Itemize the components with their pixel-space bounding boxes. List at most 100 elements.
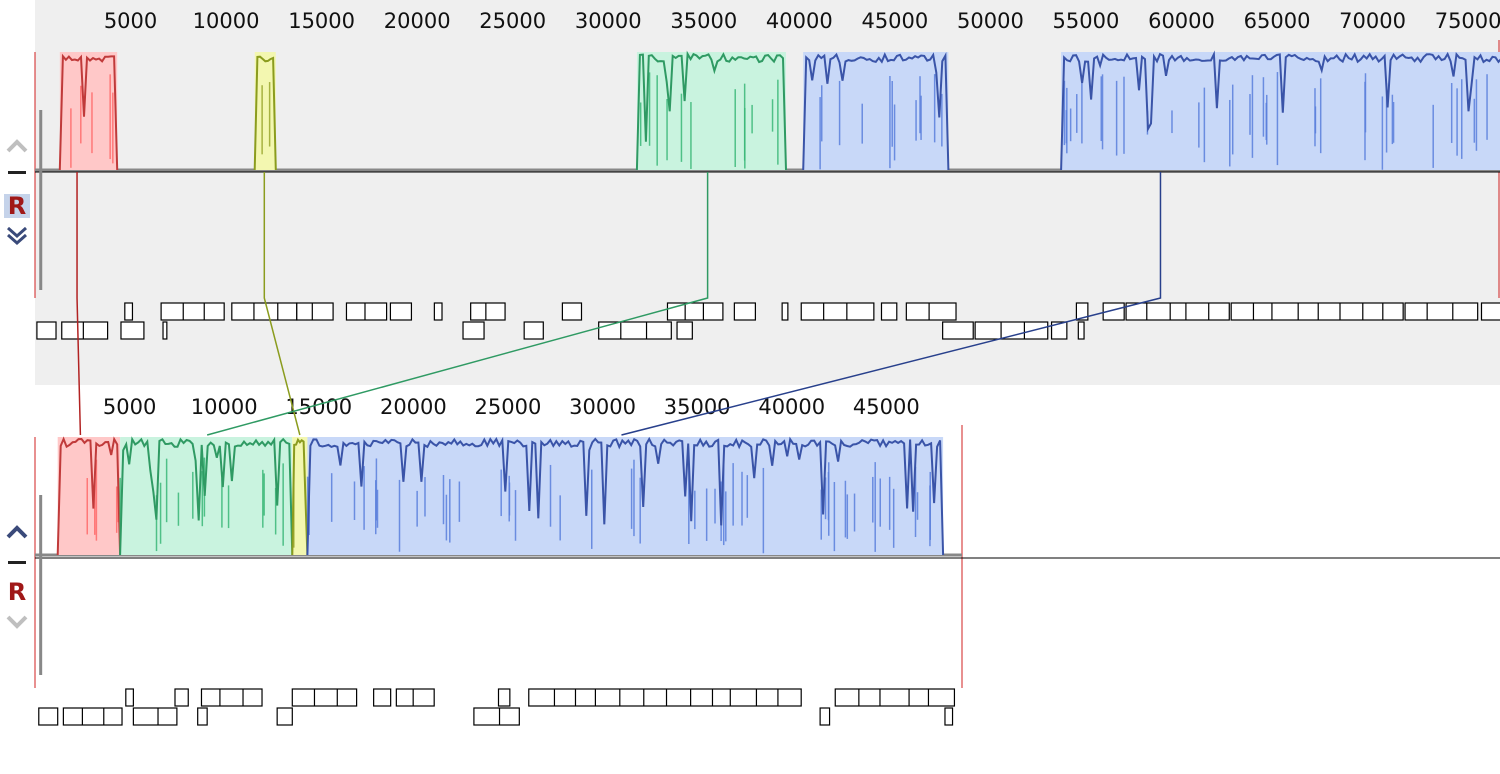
ruler-tick-label: 40000	[758, 395, 825, 419]
gene-reverse	[473, 707, 520, 726]
gene-forward	[905, 302, 957, 321]
ruler-tick-label: 65000	[1244, 9, 1311, 33]
gene-forward	[373, 688, 392, 707]
double-chevron-down-icon	[7, 226, 27, 246]
lcb-olive-block	[254, 52, 276, 170]
connector-blue	[621, 172, 1162, 436]
gene-forward	[296, 302, 334, 321]
gene-forward	[125, 688, 134, 707]
gene-reverse	[38, 707, 59, 726]
gene-reverse	[462, 321, 485, 340]
ruler-tick-label: 55000	[1053, 9, 1120, 33]
chevron-up-icon	[6, 525, 28, 539]
ruler-tick-label: 5000	[103, 395, 156, 419]
ruler-tick-label: 50000	[957, 9, 1024, 33]
ruler-tick-label: 10000	[191, 395, 258, 419]
gene-forward	[1404, 302, 1479, 321]
ruler-tick-label: 70000	[1339, 9, 1406, 33]
lcb-blue-2-profile	[1060, 50, 1500, 171]
gene-reverse	[819, 707, 831, 726]
gene-forward	[470, 302, 506, 321]
gene-reverse	[676, 321, 693, 340]
ruler-tick-label: 15000	[288, 9, 355, 33]
gene-forward	[389, 302, 413, 321]
chevron-down-icon	[6, 615, 28, 629]
gene-reverse	[162, 321, 168, 340]
gene-reverse	[598, 321, 672, 340]
lcb-red-block	[59, 52, 118, 170]
panel-1: 5000 10000 15000 20000 25000 30000 35000 40000 4…	[34, 0, 1500, 385]
gene-reverse	[944, 707, 954, 726]
connector-green	[206, 172, 709, 436]
gene-forward	[561, 302, 583, 321]
panel-1-reference-button[interactable]: R	[4, 194, 30, 218]
gene-forward	[1480, 302, 1500, 321]
panel-1-move-down-button[interactable]	[4, 224, 30, 248]
ruler-tick-label: 5000	[104, 9, 157, 33]
panel-2: 5000 10000 15000 20000 25000 30000 35000 40000 4…	[34, 388, 1500, 770]
gene-forward	[231, 302, 298, 321]
panel-2-move-up-button[interactable]	[4, 520, 30, 544]
lcb-olive-profile	[253, 55, 277, 171]
gene-forward	[497, 688, 511, 707]
gene-forward	[1075, 302, 1089, 321]
minus-icon	[8, 170, 26, 174]
ruler-tick-label: 60000	[1148, 9, 1215, 33]
ruler-tick-label: 75000	[1435, 9, 1500, 33]
gene-forward	[395, 688, 435, 707]
gene-reverse	[523, 321, 544, 340]
panel-1-controls: R	[0, 130, 34, 250]
panel-2-move-down-button[interactable]	[4, 610, 30, 634]
gene-forward	[345, 302, 388, 321]
ruler-tick-label: 10000	[193, 9, 260, 33]
lcb-blue-1-profile	[306, 436, 945, 556]
connector-red	[76, 172, 82, 436]
gene-forward	[174, 688, 189, 707]
gene-reverse	[197, 707, 208, 726]
gene-reverse	[120, 321, 145, 340]
ruler-tick-label: 45000	[861, 9, 928, 33]
ruler-tick-label: 20000	[380, 395, 447, 419]
gene-reverse	[62, 707, 123, 726]
panel-1-hide-button[interactable]	[4, 164, 30, 180]
panel-2-hide-button[interactable]	[4, 554, 30, 570]
gene-reverse	[942, 321, 974, 340]
chevron-up-icon	[6, 139, 28, 153]
ruler-tick-label: 25000	[479, 9, 546, 33]
ruler-tick-label: 35000	[670, 9, 737, 33]
gene-reverse	[276, 707, 293, 726]
lcb-blue-1-block	[803, 52, 949, 170]
panel-2-controls: R	[0, 516, 34, 636]
lcb-red-block	[57, 437, 121, 555]
gene-forward	[800, 302, 875, 321]
gene-reverse	[132, 707, 178, 726]
connector-olive	[263, 172, 301, 436]
gene-forward	[291, 688, 358, 707]
gene-reverse	[61, 321, 109, 340]
panel-1-move-up-button[interactable]	[4, 134, 30, 158]
lcb-olive-profile	[291, 437, 309, 556]
lcb-green-profile	[635, 50, 787, 171]
gene-forward	[528, 688, 802, 707]
gene-forward	[160, 302, 225, 321]
lcb-green-block	[636, 52, 786, 170]
gene-forward	[781, 302, 789, 321]
gene-reverse	[36, 321, 57, 340]
gene-forward	[1102, 302, 1125, 321]
minus-icon	[8, 560, 26, 564]
gene-forward	[733, 302, 756, 321]
gene-forward	[666, 302, 724, 321]
gene-reverse	[1050, 321, 1068, 340]
lcb-red-profile	[56, 436, 122, 556]
lcb-red-profile	[58, 53, 119, 171]
ruler-tick-label: 45000	[853, 395, 920, 419]
gene-forward	[834, 688, 956, 707]
lcb-green-profile	[119, 436, 294, 556]
gene-reverse	[1077, 321, 1085, 340]
gene-forward	[880, 302, 898, 321]
panel-2-reference-button[interactable]: R	[7, 578, 27, 606]
gene-forward	[200, 688, 263, 707]
gene-forward	[1230, 302, 1404, 321]
